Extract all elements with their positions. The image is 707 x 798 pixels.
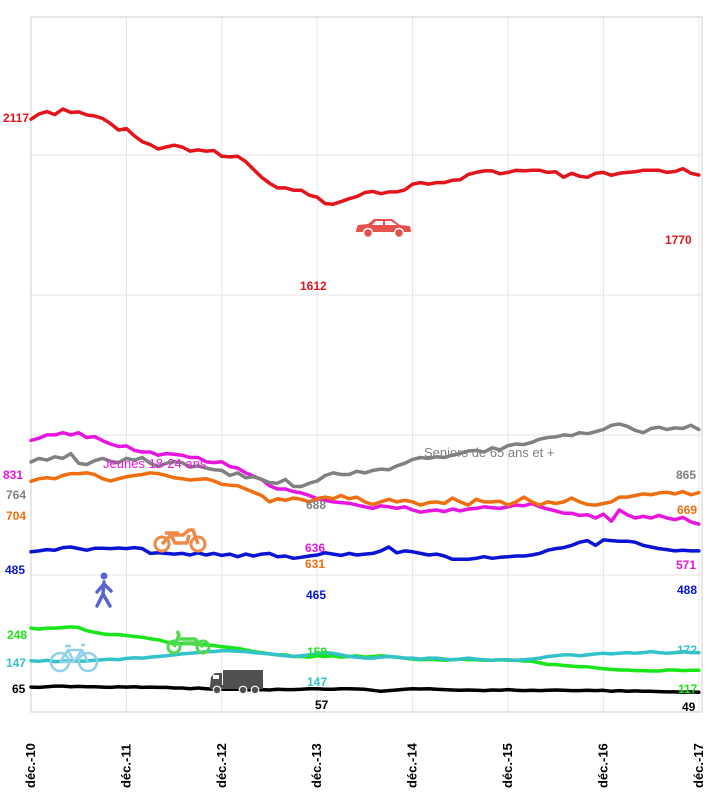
series-line-1: [29, 430, 701, 526]
series-line-4: [29, 538, 701, 561]
value-label: 159: [307, 645, 327, 659]
value-label: 117: [678, 682, 698, 696]
x-tick-label: déc.-14: [405, 742, 420, 788]
x-tick-label: déc.-16: [595, 743, 610, 788]
x-tick-label: déc.-15: [500, 743, 515, 788]
value-label: 704: [6, 509, 26, 523]
x-tick-label: déc.-12: [214, 743, 229, 788]
bicycle-icon: [49, 643, 99, 673]
series-line-5: [29, 625, 701, 673]
x-tick-label: déc.-17: [691, 743, 706, 788]
value-label: 485: [5, 563, 25, 577]
value-label: 2117: [3, 111, 29, 125]
pedestrian-icon: [95, 572, 113, 608]
value-label: 831: [3, 468, 23, 482]
series-line-3: [29, 471, 701, 507]
moped-icon: [166, 630, 211, 655]
series-line-0: [29, 107, 701, 206]
value-label: 57: [315, 698, 329, 712]
series-icons: [49, 219, 411, 695]
value-label: 571: [676, 558, 696, 572]
value-label: 488: [677, 583, 697, 597]
value-label: 65: [12, 682, 26, 696]
series-lines: [29, 107, 701, 694]
series-line-6: [29, 648, 701, 664]
series-name-label: Seniors de 65 ans et +: [424, 445, 554, 460]
truck-icon: [210, 670, 263, 695]
value-label: 147: [307, 675, 327, 689]
motorcycle-icon: [153, 528, 207, 553]
value-label: 764: [6, 488, 26, 502]
value-label: 669: [677, 503, 697, 517]
car-icon: [356, 219, 411, 239]
value-label: 636: [305, 541, 325, 555]
series-line-2: [29, 422, 701, 489]
value-label: 1770: [665, 233, 692, 247]
value-labels: 2117 1612 1770 831 636 571 764 688 865 704 631 669 4…: [3, 111, 698, 714]
x-tick-label: déc.-13: [309, 743, 324, 788]
grid: [30, 16, 703, 713]
series-name-label: Jeunes 18-24 ans: [103, 456, 207, 471]
x-tick-label: déc.-11: [118, 744, 133, 788]
value-label: 465: [306, 588, 326, 602]
plot-frame: [30, 16, 703, 713]
value-label: 248: [7, 628, 27, 642]
value-label: 688: [306, 498, 326, 512]
value-label: 147: [6, 656, 26, 670]
value-label: 49: [682, 700, 696, 714]
value-label: 1612: [300, 279, 327, 293]
series-line-7: [29, 684, 701, 694]
x-axis: déc.-10 déc.-11 déc.-12 déc.-13 déc.-14 déc.-…: [23, 742, 706, 788]
value-label: 631: [305, 557, 325, 571]
value-label: 172: [677, 643, 697, 657]
value-label: 865: [676, 468, 696, 482]
x-tick-label: déc.-10: [23, 743, 38, 788]
